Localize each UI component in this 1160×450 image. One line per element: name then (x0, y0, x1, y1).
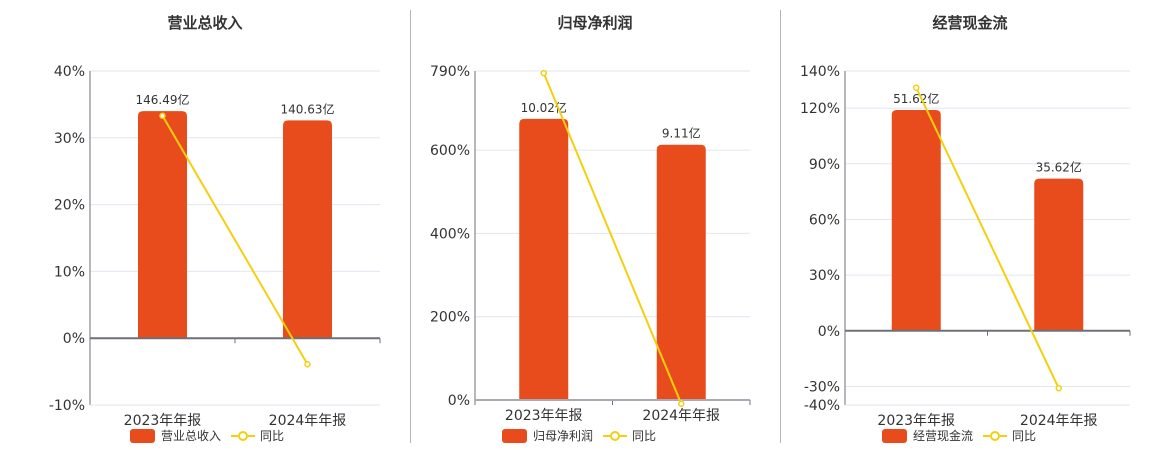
y-tick-label: 60% (809, 212, 840, 228)
y-tick-label: -10% (49, 398, 85, 414)
legend: 营业总收入 同比 (130, 427, 284, 444)
y-tick-label: -30% (804, 379, 840, 395)
y-tick-label: 90% (809, 157, 840, 173)
chart-title: 经营现金流 (932, 14, 1008, 32)
legend: 归母净利润 同比 (502, 427, 656, 444)
bar[interactable] (1034, 178, 1084, 331)
bar-value-label: 146.49亿 (136, 92, 190, 107)
y-tick-label: 30% (809, 268, 840, 284)
y-tick-label: 40% (54, 64, 85, 80)
bar[interactable] (138, 111, 187, 339)
y-tick-label: -40% (804, 398, 840, 414)
chart-panel-revenue: 营业总收入 40% 30% 20% 10% 0% -10% 146.49亿 2023年年报 14… (0, 0, 410, 450)
legend-line-label[interactable]: 同比 (632, 429, 657, 443)
legend-bar-swatch[interactable] (882, 428, 907, 443)
y-tick-label: 790% (430, 64, 470, 80)
x-tick-label: 2024年年报 (1020, 413, 1098, 429)
legend-line-swatch-icon[interactable] (983, 430, 1008, 441)
x-tick-label: 2023年年报 (505, 408, 583, 424)
y-tick-label: 0% (818, 324, 840, 340)
yoy-point[interactable] (913, 84, 920, 91)
y-tick-label: 10% (54, 264, 85, 280)
bar[interactable] (656, 144, 706, 400)
chart-title: 营业总收入 (167, 14, 243, 32)
legend-bar-label[interactable]: 经营现金流 (913, 429, 974, 443)
chart-plot: 140% 120% 90% 60% 30% 0% -30% -40% 51.62亿 2023年年报… (800, 64, 1131, 429)
bar-value-label: 10.02亿 (521, 100, 567, 115)
bar[interactable] (891, 109, 941, 331)
x-tick-label: 2024年年报 (642, 408, 720, 424)
y-tick-label: 200% (430, 310, 470, 326)
legend-bar-swatch[interactable] (502, 428, 527, 443)
legend-bar-swatch[interactable] (130, 428, 155, 443)
y-tick-label: 140% (800, 64, 840, 80)
y-tick-label: 0% (63, 331, 85, 347)
y-tick-label: 30% (54, 131, 85, 147)
legend-bar-label[interactable]: 归母净利润 (533, 429, 594, 443)
yoy-point[interactable] (304, 361, 311, 368)
bar[interactable] (519, 118, 569, 401)
y-tick-label: 400% (430, 226, 470, 242)
bar[interactable] (283, 120, 332, 339)
legend-line-label[interactable]: 同比 (1012, 429, 1037, 443)
yoy-line (542, 72, 683, 405)
x-tick-label: 2024年年报 (269, 413, 347, 429)
x-tick-label: 2023年年报 (124, 413, 202, 429)
legend-line-swatch-icon[interactable] (603, 430, 628, 441)
yoy-point[interactable] (540, 69, 547, 77)
yoy-point[interactable] (1055, 385, 1062, 392)
bar-value-label: 35.62亿 (1036, 160, 1082, 175)
y-tick-label: 600% (430, 143, 470, 159)
yoy-point[interactable] (678, 400, 685, 407)
yoy-point[interactable] (159, 112, 166, 120)
chart-plot: 790% 600% 400% 200% 0% 10.02亿 2023年年报 9.11亿 2024… (430, 64, 751, 424)
legend-bar-label[interactable]: 营业总收入 (161, 429, 222, 443)
chart-plot: 40% 30% 20% 10% 0% -10% 146.49亿 2023年年报 140.63亿 2… (49, 64, 381, 429)
y-tick-label: 120% (800, 101, 840, 117)
legend: 经营现金流 同比 (882, 427, 1036, 444)
chart-panel-operating-cashflow: 经营现金流 140% 120% 90% 60% 30% 0% -30% -40% 51.62亿 2… (780, 0, 1160, 450)
yoy-line (915, 87, 1060, 389)
bar-value-label: 51.62亿 (893, 91, 939, 106)
x-tick-label: 2023年年报 (877, 413, 955, 429)
y-tick-label: 20% (54, 198, 85, 214)
chart-title: 归母净利润 (557, 14, 633, 32)
legend-line-label[interactable]: 同比 (260, 429, 285, 443)
y-tick-label: 0% (448, 393, 470, 409)
panel-divider (410, 10, 411, 443)
legend-line-swatch-icon[interactable] (231, 430, 256, 441)
panel-divider (780, 10, 781, 443)
bar-value-label: 140.63亿 (281, 101, 335, 116)
yoy-line (161, 115, 309, 365)
bar-value-label: 9.11亿 (662, 126, 701, 141)
chart-panel-net-profit: 归母净利润 790% 600% 400% 200% 0% 10.02亿 2023年年报 9.1… (410, 0, 780, 450)
